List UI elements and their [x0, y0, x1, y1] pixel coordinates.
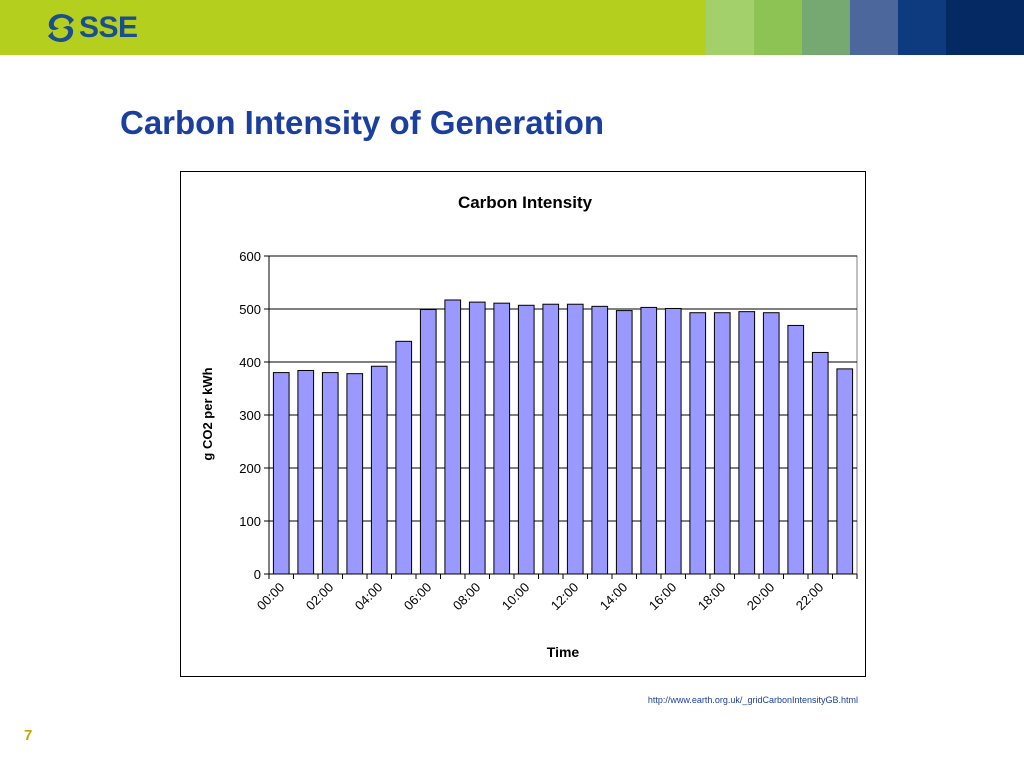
bar	[419, 309, 437, 575]
bar	[615, 310, 633, 575]
bar	[444, 299, 462, 575]
logo-text: SSE	[79, 11, 138, 44]
bar	[787, 324, 805, 575]
y-tick-label: 400	[239, 355, 261, 370]
gridlines	[268, 255, 858, 575]
source-link[interactable]: http://www.earth.org.uk/_gridCarbonInten…	[647, 695, 858, 705]
x-tick-label: 22:00	[793, 580, 827, 614]
bar	[664, 307, 682, 575]
header-color-block	[802, 0, 850, 55]
sse-logo: SSE	[44, 10, 138, 46]
bars	[272, 299, 854, 575]
y-tick-label: 500	[239, 302, 261, 317]
x-tick-label: 02:00	[303, 580, 337, 614]
bar	[468, 301, 486, 575]
y-axis-label: g CO2 per kWh	[200, 367, 215, 460]
page-number: 7	[24, 727, 33, 744]
bar	[542, 303, 560, 575]
page-title: Carbon Intensity of Generation	[120, 104, 605, 141]
header-color-block	[946, 0, 1024, 55]
bar	[493, 302, 511, 575]
bar	[762, 312, 780, 575]
bar	[370, 365, 388, 575]
bar	[640, 306, 658, 575]
bar	[836, 368, 854, 575]
header-color-block	[850, 0, 898, 55]
bar	[321, 372, 339, 575]
x-tick-label: 10:00	[499, 580, 533, 614]
bar	[591, 305, 609, 575]
x-tick-label: 08:00	[450, 580, 484, 614]
sse-logo-icon	[48, 14, 74, 42]
x-tick-label: 00:00	[254, 580, 288, 614]
bar	[517, 304, 535, 575]
x-tick-label: 12:00	[548, 580, 582, 614]
y-tick-label: 600	[239, 249, 261, 264]
bar	[738, 311, 756, 575]
header-color-block	[898, 0, 946, 55]
bar	[566, 303, 584, 575]
y-tick-label: 200	[239, 461, 261, 476]
y-tick-label: 100	[239, 514, 261, 529]
y-tick-label: 300	[239, 408, 261, 423]
bar	[689, 312, 707, 575]
chart-title: Carbon Intensity	[458, 193, 593, 212]
x-tick-label: 20:00	[744, 580, 778, 614]
x-tick-label: 04:00	[352, 580, 386, 614]
x-tick-label: 16:00	[646, 580, 680, 614]
bar-chart: Carbon Intensity g CO2 per kWh Time 0 100…	[200, 193, 858, 660]
header-color-block	[706, 0, 754, 55]
chart-frame: Carbon Intensity g CO2 per kWh Time 0 100…	[180, 171, 866, 677]
bar	[272, 372, 290, 575]
bar	[297, 369, 315, 575]
bar	[713, 312, 731, 575]
bar	[395, 340, 413, 575]
bar	[346, 373, 364, 575]
bar	[811, 351, 829, 575]
x-tick-label: 06:00	[401, 580, 435, 614]
x-tick-label: 14:00	[597, 580, 631, 614]
header-color-block	[754, 0, 802, 55]
x-axis-label: Time	[547, 644, 580, 660]
x-tick-label: 18:00	[695, 580, 729, 614]
y-tick-label: 0	[254, 567, 261, 582]
